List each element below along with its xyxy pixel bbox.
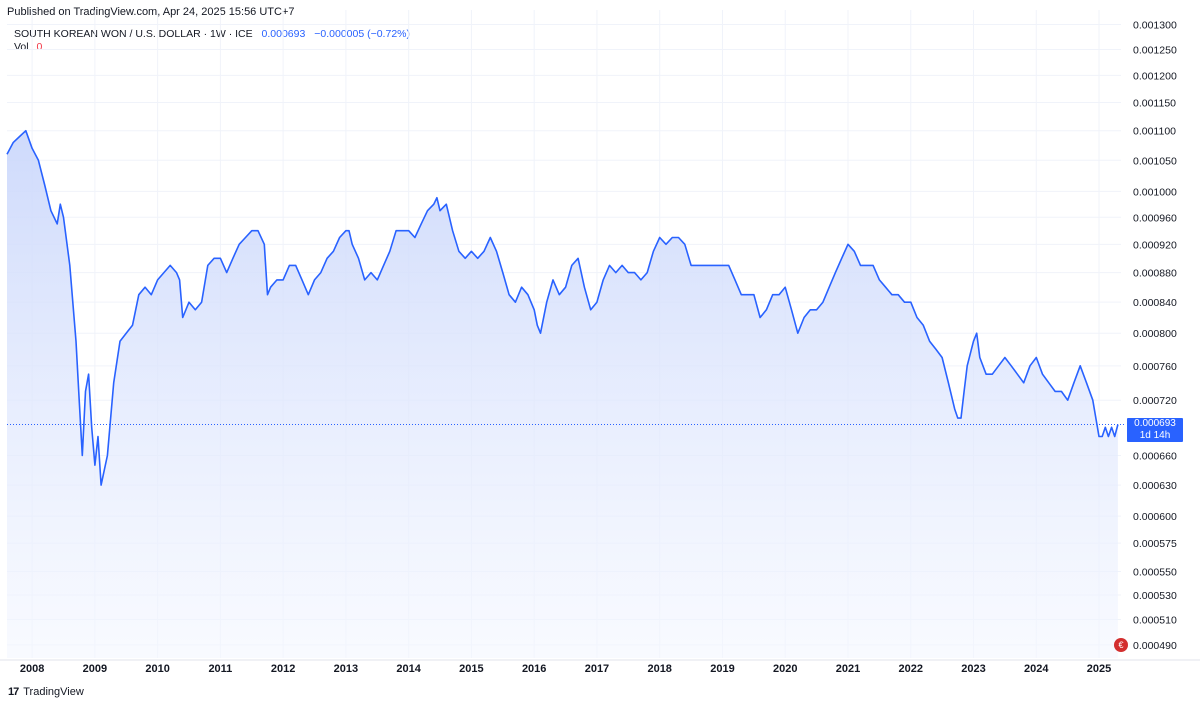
x-tick-label: 2024 — [1024, 663, 1049, 675]
x-tick-label: 2010 — [145, 663, 169, 675]
x-tick-label: 2016 — [522, 663, 546, 675]
volume-legend[interactable]: Vol 0 — [14, 41, 42, 53]
y-tick-label: 0.001200 — [1133, 70, 1177, 82]
y-tick-label: 0.000800 — [1133, 328, 1177, 340]
volume-label: Vol — [14, 41, 29, 53]
published-caption: Published on TradingView.com, Apr 24, 20… — [7, 6, 295, 18]
y-tick-label: 0.001250 — [1133, 44, 1177, 56]
x-tick-label: 2015 — [459, 663, 483, 675]
x-tick-label: 2019 — [710, 663, 734, 675]
x-tick-label: 2013 — [334, 663, 358, 675]
x-tick-label: 2008 — [20, 663, 44, 675]
x-tick-label: 2022 — [899, 663, 923, 675]
bar-countdown-label: 1d 14h — [1139, 430, 1171, 441]
y-tick-label: 0.000510 — [1133, 614, 1177, 626]
y-tick-label: 0.001150 — [1133, 97, 1176, 109]
symbol-label: SOUTH KOREAN WON / U.S. DOLLAR · 1W · IC… — [14, 28, 253, 40]
x-tick-label: 2018 — [647, 663, 671, 675]
x-tick-label: 2021 — [836, 663, 860, 675]
x-tick-label: 2009 — [83, 663, 107, 675]
y-tick-label: 0.000760 — [1133, 361, 1177, 373]
change-value: −0.000005 (−0.72%) — [314, 28, 410, 40]
x-tick-label: 2025 — [1087, 663, 1111, 675]
volume-value: 0 — [36, 41, 43, 53]
current-price-tag: 0.000693 1d 14h — [1127, 418, 1183, 442]
y-tick-label: 0.001300 — [1133, 20, 1177, 32]
y-tick-label: 0.000840 — [1133, 297, 1177, 309]
y-tick-label: 0.000575 — [1133, 538, 1177, 550]
x-tick-label: 2020 — [773, 663, 797, 675]
y-tick-label: 0.000630 — [1133, 480, 1177, 492]
currency-flag-icon[interactable]: € — [1114, 638, 1128, 652]
x-tick-label: 2014 — [396, 663, 421, 675]
x-tick-label: 2011 — [208, 663, 232, 675]
symbol-legend[interactable]: SOUTH KOREAN WON / U.S. DOLLAR · 1W · IC… — [14, 28, 410, 40]
brand-name: TradingView — [23, 686, 84, 698]
y-tick-label: 0.000600 — [1133, 511, 1177, 523]
y-tick-label: 0.001000 — [1133, 186, 1177, 198]
price-line — [6, 129, 1119, 486]
y-tick-label: 0.000720 — [1133, 395, 1177, 407]
y-tick-label: 0.001050 — [1133, 155, 1177, 167]
y-tick-label: 0.000660 — [1133, 451, 1177, 463]
y-tick-label: 0.000550 — [1133, 566, 1177, 578]
y-tick-label: 0.000490 — [1133, 640, 1177, 652]
y-tick-label: 0.000880 — [1133, 268, 1177, 280]
tradingview-logo-icon: 17 — [8, 686, 19, 698]
y-tick-label: 0.001100 — [1133, 126, 1176, 138]
x-tick-label: 2012 — [271, 663, 295, 675]
y-tick-label: 0.000530 — [1133, 590, 1177, 602]
tradingview-brand[interactable]: 17 TradingView — [8, 686, 84, 698]
x-tick-label: 2023 — [961, 663, 985, 675]
current-price-label: 0.000693 — [1134, 418, 1176, 429]
x-tick-label: 2017 — [585, 663, 609, 675]
y-tick-label: 0.000920 — [1133, 239, 1177, 251]
y-tick-label: 0.000960 — [1133, 212, 1177, 224]
